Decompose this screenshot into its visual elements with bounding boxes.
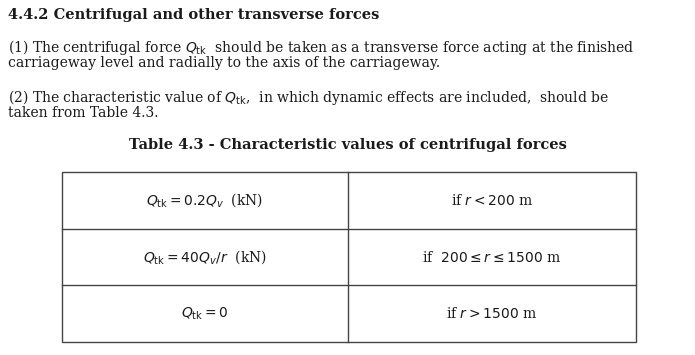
Bar xyxy=(62,172,636,342)
Text: $Q_{\mathrm{tk}} = 0$: $Q_{\mathrm{tk}} = 0$ xyxy=(181,305,229,322)
Text: if $r > 1500$ m: if $r > 1500$ m xyxy=(446,306,538,321)
Text: (1) The centrifugal force $Q_{\mathrm{tk}}$  should be taken as a transverse for: (1) The centrifugal force $Q_{\mathrm{tk… xyxy=(8,38,635,57)
Text: if  $200 \leq r \leq 1500$ m: if $200 \leq r \leq 1500$ m xyxy=(423,250,562,264)
Text: $Q_{\mathrm{tk}} = 40Q_v / r$  (kN): $Q_{\mathrm{tk}} = 40Q_v / r$ (kN) xyxy=(143,248,267,266)
Text: carriageway level and radially to the axis of the carriageway.: carriageway level and radially to the ax… xyxy=(8,56,440,70)
Text: 4.4.2 Centrifugal and other transverse forces: 4.4.2 Centrifugal and other transverse f… xyxy=(8,8,379,22)
Text: $Q_{\mathrm{tk}} = 0.2Q_v$  (kN): $Q_{\mathrm{tk}} = 0.2Q_v$ (kN) xyxy=(147,191,263,209)
Text: taken from Table 4.3.: taken from Table 4.3. xyxy=(8,106,158,120)
Text: if $r < 200$ m: if $r < 200$ m xyxy=(451,193,533,208)
Text: Table 4.3 - Characteristic values of centrifugal forces: Table 4.3 - Characteristic values of cen… xyxy=(129,138,566,152)
Text: (2) The characteristic value of $Q_{\mathrm{tk}}$,  in which dynamic effects are: (2) The characteristic value of $Q_{\mat… xyxy=(8,88,609,107)
